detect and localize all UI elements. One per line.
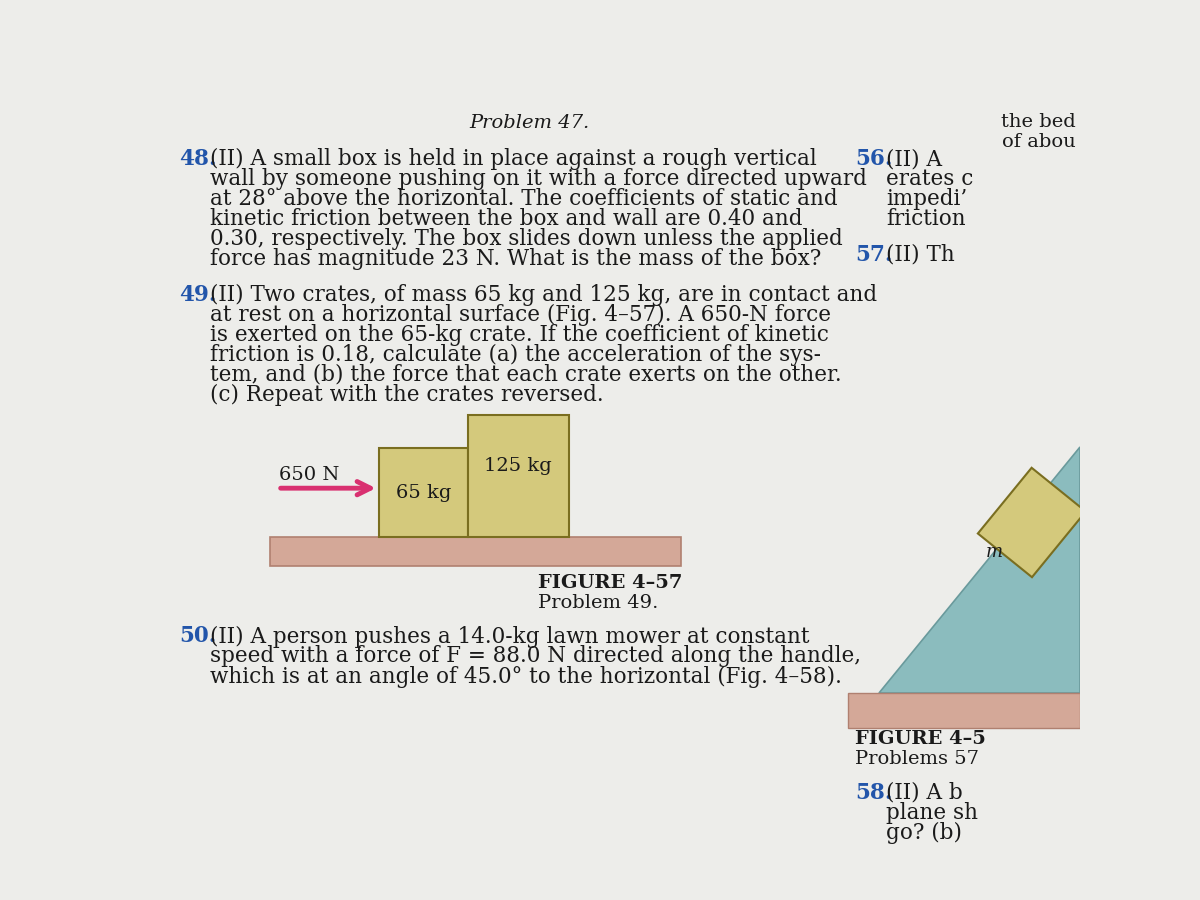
Text: FIGURE 4–57: FIGURE 4–57 bbox=[538, 574, 682, 592]
Text: FIGURE 4–5: FIGURE 4–5 bbox=[856, 730, 986, 748]
Bar bbox=[379, 448, 468, 537]
Text: erates c: erates c bbox=[887, 168, 973, 190]
Text: Problems 57: Problems 57 bbox=[856, 751, 979, 769]
Text: force has magnitude 23 N. What is the mass of the box?: force has magnitude 23 N. What is the ma… bbox=[210, 248, 822, 270]
Text: 58.: 58. bbox=[856, 782, 893, 804]
Text: 125 kg: 125 kg bbox=[485, 457, 552, 475]
Text: Problem 49.: Problem 49. bbox=[538, 594, 658, 612]
Text: impedi’: impedi’ bbox=[887, 188, 967, 210]
Text: wall by someone pushing on it with a force directed upward: wall by someone pushing on it with a for… bbox=[210, 168, 868, 190]
Bar bbox=[270, 537, 680, 566]
Text: friction: friction bbox=[887, 208, 966, 230]
Text: which is at an angle of 45.0° to the horizontal (Fig. 4–58).: which is at an angle of 45.0° to the hor… bbox=[210, 665, 842, 688]
Text: (c) Repeat with the crates reversed.: (c) Repeat with the crates reversed. bbox=[210, 383, 604, 406]
Text: (II) A small box is held in place against a rough vertical: (II) A small box is held in place agains… bbox=[210, 148, 817, 170]
Text: (II) Th: (II) Th bbox=[887, 244, 955, 266]
Text: (II) A person pushes a 14.0-kg lawn mower at constant: (II) A person pushes a 14.0-kg lawn mowe… bbox=[210, 626, 810, 647]
Text: (II) A: (II) A bbox=[887, 148, 942, 170]
Text: 56.: 56. bbox=[856, 148, 893, 170]
Text: kinetic friction between the box and wall are 0.40 and: kinetic friction between the box and wal… bbox=[210, 208, 803, 230]
Text: tem, and (b) the force that each crate exerts on the other.: tem, and (b) the force that each crate e… bbox=[210, 364, 842, 385]
Text: the bed: the bed bbox=[1001, 112, 1076, 130]
Text: speed with a force of F = 88.0 N directed along the handle,: speed with a force of F = 88.0 N directe… bbox=[210, 645, 862, 668]
Text: (II) A b: (II) A b bbox=[887, 782, 964, 804]
Bar bbox=[978, 468, 1086, 577]
Polygon shape bbox=[878, 446, 1080, 693]
Text: 57.: 57. bbox=[856, 244, 893, 266]
Text: at 28° above the horizontal. The coefficients of static and: at 28° above the horizontal. The coeffic… bbox=[210, 188, 838, 210]
Text: 50.: 50. bbox=[180, 626, 217, 647]
Text: Problem 47.: Problem 47. bbox=[469, 114, 590, 132]
Text: of abou: of abou bbox=[1002, 132, 1076, 150]
Text: 49.: 49. bbox=[180, 284, 217, 306]
Text: is exerted on the 65-kg crate. If the coefficient of kinetic: is exerted on the 65-kg crate. If the co… bbox=[210, 324, 829, 346]
Text: plane sh: plane sh bbox=[887, 802, 978, 824]
Bar bbox=[468, 415, 569, 537]
Text: 65 kg: 65 kg bbox=[396, 483, 451, 501]
Text: 650 N: 650 N bbox=[280, 466, 340, 484]
Text: friction is 0.18, calculate (a) the acceleration of the sys-: friction is 0.18, calculate (a) the acce… bbox=[210, 344, 822, 365]
Text: go? (b): go? (b) bbox=[887, 822, 962, 844]
Text: 48.: 48. bbox=[180, 148, 217, 170]
Text: m: m bbox=[985, 543, 1003, 561]
Text: (II) Two crates, of mass 65 kg and 125 kg, are in contact and: (II) Two crates, of mass 65 kg and 125 k… bbox=[210, 284, 877, 306]
Text: 0.30, respectively. The box slides down unless the applied: 0.30, respectively. The box slides down … bbox=[210, 228, 844, 250]
Bar bbox=[847, 693, 1080, 728]
Text: at rest on a horizontal surface (Fig. 4–57). A 650-N force: at rest on a horizontal surface (Fig. 4–… bbox=[210, 303, 832, 326]
